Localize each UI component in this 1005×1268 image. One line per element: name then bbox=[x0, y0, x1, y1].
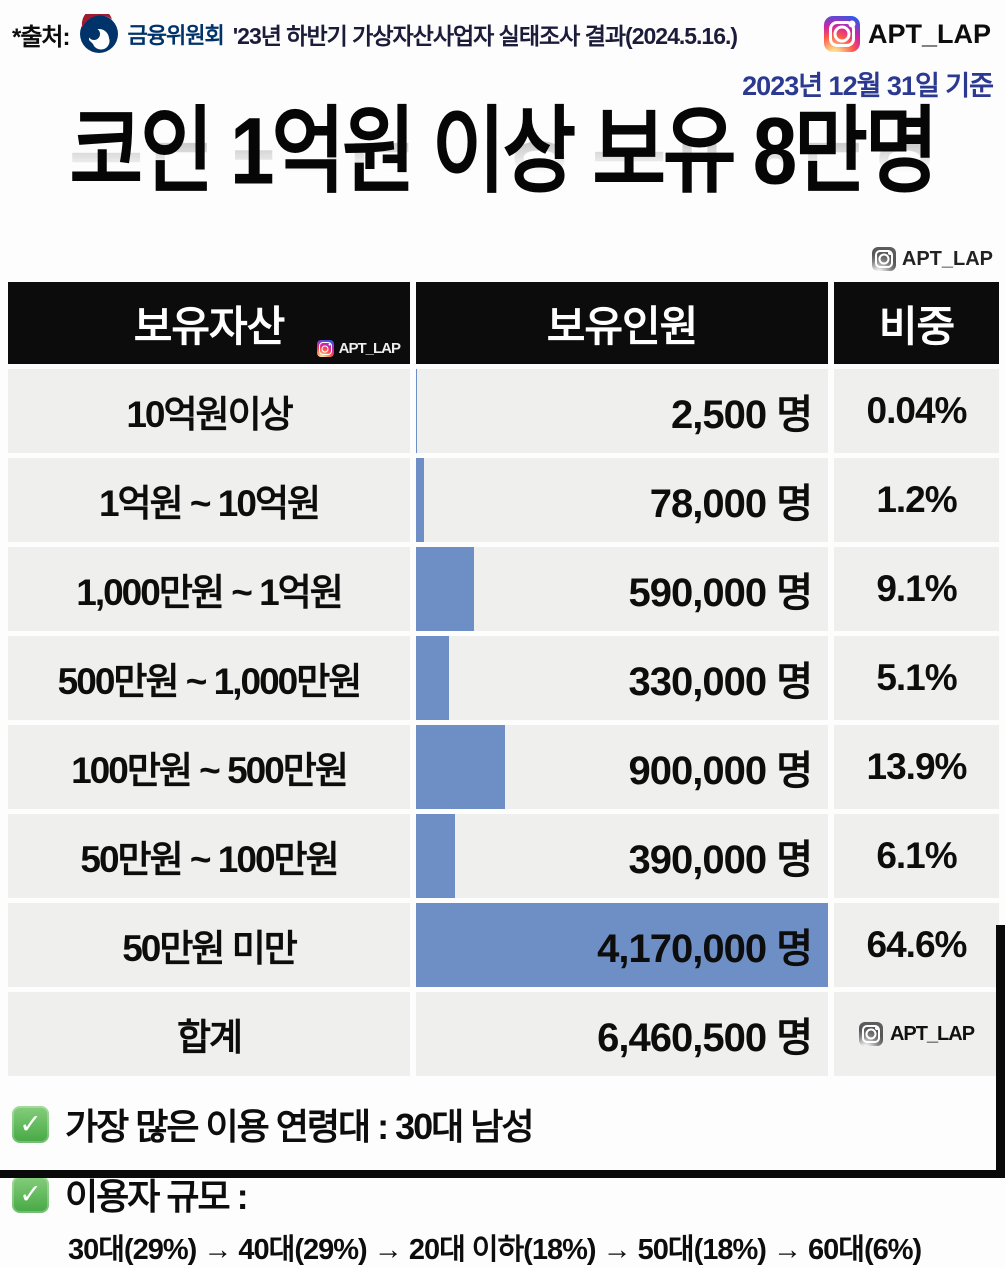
image-frame-bottom bbox=[0, 1170, 1005, 1178]
instagram-badge: APT_LAP bbox=[824, 16, 991, 52]
title-block: 코인 1억원 이상 보유 8만명 bbox=[0, 102, 1005, 253]
holders-value: 78,000 명 bbox=[650, 471, 812, 529]
source-prefix: *출처: bbox=[12, 17, 70, 52]
asset-range-cell: 1,000만원 ~ 1억원 bbox=[8, 547, 410, 631]
total-holders-cell: 6,460,500 명 bbox=[416, 992, 828, 1076]
asset-range-cell: 100만원 ~ 500만원 bbox=[8, 725, 410, 809]
share-cell: 0.04% bbox=[834, 369, 999, 453]
holdings-table: 보유자산 APT_LAP 보유인원 비중 10억원이상 2,500 명 0.04… bbox=[0, 274, 1005, 1076]
holders-value: 590,000 명 bbox=[628, 560, 812, 618]
watermark-handle: APT_LAP bbox=[339, 340, 400, 357]
holders-value: 4,170,000 명 bbox=[597, 916, 812, 974]
holders-cell: 330,000 명 bbox=[416, 636, 828, 720]
header-watermark: APT_LAP bbox=[317, 340, 400, 357]
image-frame-right bbox=[996, 925, 1005, 1178]
header-cell-asset: 보유자산 APT_LAP bbox=[8, 282, 410, 364]
total-holders-value: 6,460,500 명 bbox=[597, 1005, 812, 1063]
header-cell-share: 비중 bbox=[834, 282, 999, 364]
total-watermark-cell: APT_LAP bbox=[834, 992, 999, 1076]
holders-bar bbox=[416, 814, 455, 898]
holders-bar bbox=[416, 458, 424, 542]
table-row: 50만원 ~ 100만원 390,000 명 6.1% bbox=[8, 814, 999, 898]
header-cell-holders: 보유인원 bbox=[416, 282, 828, 364]
holders-cell: 390,000 명 bbox=[416, 814, 828, 898]
share-cell: 6.1% bbox=[834, 814, 999, 898]
instagram-icon bbox=[317, 340, 334, 357]
watermark-handle: APT_LAP bbox=[890, 1023, 974, 1046]
instagram-icon bbox=[824, 16, 860, 52]
holders-bar bbox=[416, 547, 474, 631]
share-cell: 13.9% bbox=[834, 725, 999, 809]
table-row: 10억원이상 2,500 명 0.04% bbox=[8, 369, 999, 453]
share-cell: 64.6% bbox=[834, 903, 999, 987]
fsc-taegeuk-logo-icon bbox=[79, 14, 119, 54]
share-cell: 5.1% bbox=[834, 636, 999, 720]
holders-bar bbox=[416, 636, 449, 720]
table-row: 100만원 ~ 500만원 900,000 명 13.9% bbox=[8, 725, 999, 809]
table-watermark: APT_LAP bbox=[859, 1022, 974, 1046]
holders-value: 330,000 명 bbox=[628, 649, 812, 707]
total-label-cell: 합계 bbox=[8, 992, 410, 1076]
holders-value: 900,000 명 bbox=[628, 738, 812, 796]
check-icon bbox=[12, 1106, 49, 1143]
holders-cell: 78,000 명 bbox=[416, 458, 828, 542]
table-row: 1,000만원 ~ 1억원 590,000 명 9.1% bbox=[8, 547, 999, 631]
share-cell: 1.2% bbox=[834, 458, 999, 542]
note-text: 가장 많은 이용 연령대 : 30대 남성 bbox=[65, 1098, 532, 1150]
holders-value: 390,000 명 bbox=[628, 827, 812, 885]
source-report-title: '23년 하반기 가상자산사업자 실태조사 결과(2024.5.16.) bbox=[233, 17, 737, 51]
holders-cell: 4,170,000 명 bbox=[416, 903, 828, 987]
header-label-asset: 보유자산 bbox=[134, 293, 285, 354]
header-label-share: 비중 bbox=[879, 293, 954, 354]
table-total-row: 합계 6,460,500 명 APT_LAP bbox=[8, 992, 999, 1076]
page-title: 코인 1억원 이상 보유 8만명 bbox=[0, 102, 1005, 201]
asset-range-cell: 50만원 미만 bbox=[8, 903, 410, 987]
table-header-row: 보유자산 APT_LAP 보유인원 비중 bbox=[8, 282, 999, 364]
instagram-handle: APT_LAP bbox=[868, 19, 991, 50]
source-org-name: 금융위원회 bbox=[128, 18, 224, 50]
share-cell: 9.1% bbox=[834, 547, 999, 631]
table-row: 1억원 ~ 10억원 78,000 명 1.2% bbox=[8, 458, 999, 542]
header-label-holders: 보유인원 bbox=[547, 293, 698, 354]
table-row: 500만원 ~ 1,000만원 330,000 명 5.1% bbox=[8, 636, 999, 720]
holders-cell: 590,000 명 bbox=[416, 547, 828, 631]
check-icon bbox=[12, 1176, 49, 1213]
as-of-date: 2023년 12월 31일 기준 bbox=[0, 58, 1005, 98]
asset-range-cell: 1억원 ~ 10억원 bbox=[8, 458, 410, 542]
asset-range-cell: 50만원 ~ 100만원 bbox=[8, 814, 410, 898]
holders-cell: 900,000 명 bbox=[416, 725, 828, 809]
note-age-ranking: 30대(29%) → 40대(29%) → 20대 이하(18%) → 50대(… bbox=[68, 1226, 995, 1268]
asset-range-cell: 10억원이상 bbox=[8, 369, 410, 453]
table-row: 50만원 미만 4,170,000 명 64.6% bbox=[8, 903, 999, 987]
instagram-icon bbox=[872, 247, 896, 271]
asset-range-cell: 500만원 ~ 1,000만원 bbox=[8, 636, 410, 720]
instagram-icon bbox=[859, 1022, 883, 1046]
note-top-age-group: 가장 많은 이용 연령대 : 30대 남성 bbox=[12, 1098, 995, 1150]
holders-bar bbox=[416, 725, 505, 809]
holders-value: 2,500 명 bbox=[671, 382, 812, 440]
holders-cell: 2,500 명 bbox=[416, 369, 828, 453]
source-row: *출처: 금융위원회 '23년 하반기 가상자산사업자 실태조사 결과(2024… bbox=[0, 0, 1005, 58]
